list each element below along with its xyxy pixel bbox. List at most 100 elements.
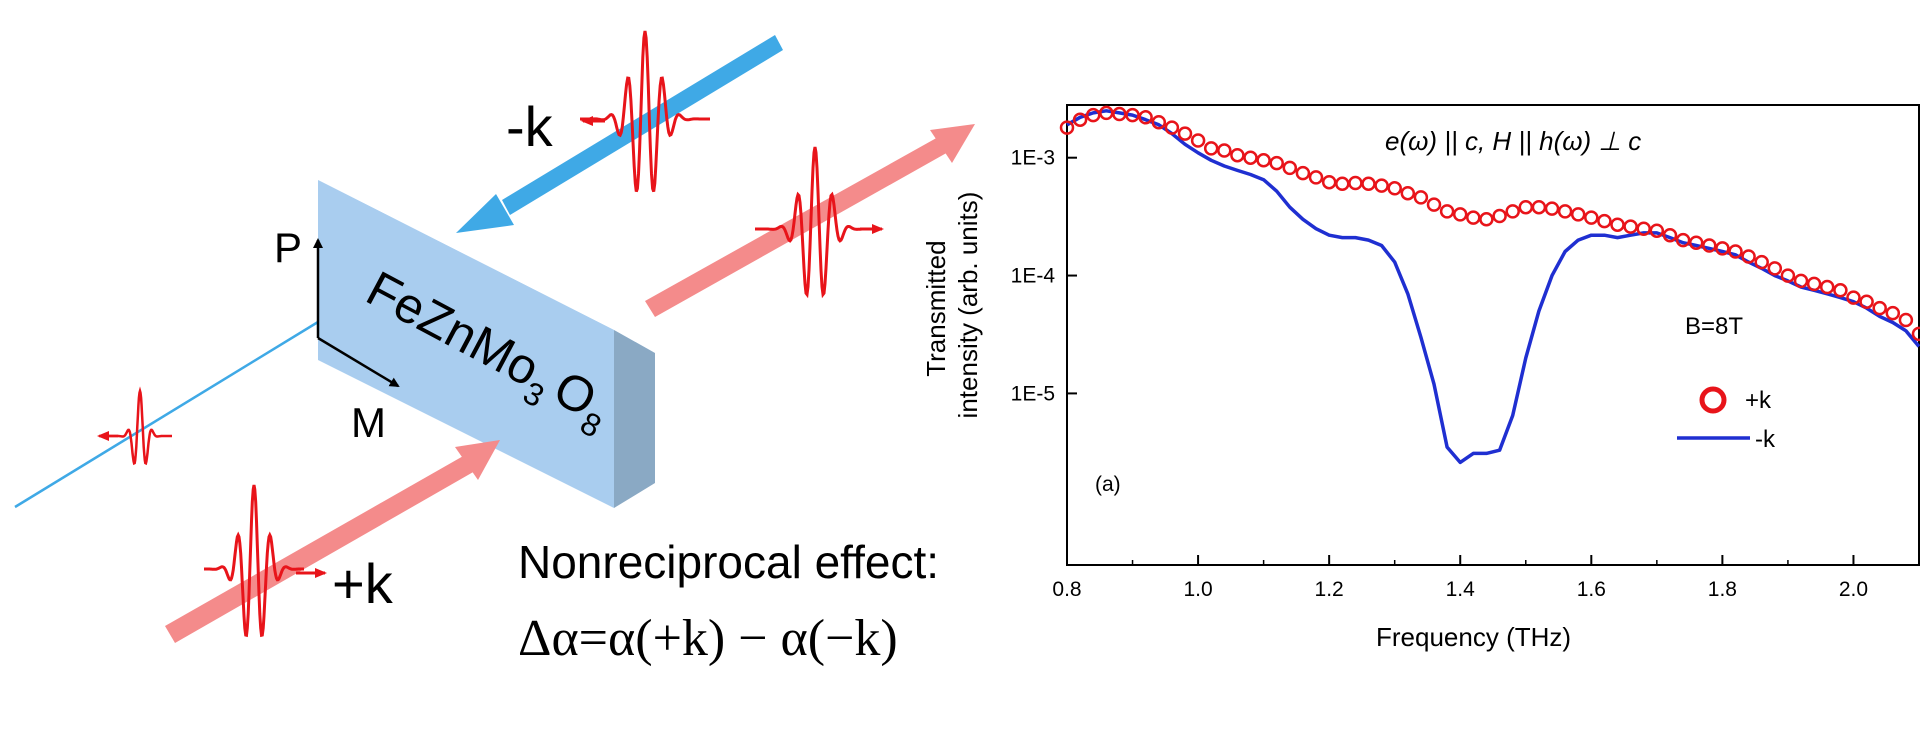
data-point-plus-k bbox=[1531, 199, 1547, 215]
x-tick-label: 0.8 bbox=[1052, 578, 1081, 601]
data-point-plus-k bbox=[1177, 126, 1193, 141]
data-point-plus-k bbox=[1269, 155, 1284, 171]
wave-packet-plus-k-out bbox=[755, 146, 875, 299]
data-point-plus-k bbox=[1400, 185, 1416, 201]
x-tick-label: 1.0 bbox=[1183, 578, 1212, 601]
series-layer bbox=[1059, 105, 1920, 465]
data-point-plus-k bbox=[1715, 241, 1730, 256]
data-point-plus-k bbox=[1295, 165, 1311, 181]
chart-annotation: e(ω) || c, H || h(ω) ⊥ c bbox=[1385, 126, 1641, 156]
data-point-plus-k bbox=[1872, 300, 1887, 316]
data-point-plus-k bbox=[1754, 254, 1769, 270]
data-point-plus-k bbox=[1112, 106, 1127, 122]
data-point-plus-k bbox=[1780, 268, 1796, 283]
m-label: M bbox=[351, 399, 386, 446]
data-point-plus-k bbox=[1518, 199, 1534, 215]
crystal-block bbox=[318, 180, 655, 508]
data-point-plus-k bbox=[1426, 197, 1442, 212]
data-point-plus-k bbox=[1321, 174, 1337, 190]
data-point-plus-k bbox=[1243, 150, 1258, 165]
x-tick-label: 2.0 bbox=[1839, 578, 1868, 601]
m-axis-arrow bbox=[317, 336, 400, 388]
p-label: P bbox=[274, 224, 302, 271]
data-point-plus-k bbox=[1898, 312, 1914, 328]
nonreciprocal-illustration: -k +k P M FeZnMo3O8 Nonreciprocal effect… bbox=[14, 30, 975, 667]
x-tick-label: 1.2 bbox=[1315, 578, 1344, 601]
plus-k-outgoing-beam bbox=[645, 124, 975, 317]
data-point-plus-k bbox=[1846, 290, 1861, 305]
data-point-plus-k bbox=[1466, 210, 1481, 225]
data-point-plus-k bbox=[1492, 208, 1507, 224]
data-point-plus-k bbox=[1439, 204, 1455, 219]
minus-k-label: -k bbox=[506, 95, 554, 158]
wave-packet-plus-k-in bbox=[204, 484, 304, 638]
data-point-plus-k bbox=[1741, 249, 1756, 264]
data-point-plus-k bbox=[1151, 114, 1167, 130]
series-line-minus-k bbox=[1066, 109, 1920, 465]
data-point-plus-k bbox=[1308, 170, 1324, 185]
data-point-plus-k bbox=[1597, 213, 1612, 229]
data-point-plus-k bbox=[1610, 217, 1625, 232]
data-point-plus-k bbox=[1859, 294, 1874, 309]
data-point-plus-k bbox=[1702, 238, 1717, 253]
x-axis-title: Frequency (THz) bbox=[1376, 622, 1571, 652]
x-axis-ticks: 0.8 1.0 1.2 1.4 1.6 1.8 2.0 bbox=[1052, 555, 1868, 601]
data-point-plus-k bbox=[1059, 120, 1075, 135]
caption-title: Nonreciprocal effect: bbox=[518, 536, 939, 588]
data-point-plus-k bbox=[1479, 212, 1494, 227]
data-point-plus-k bbox=[1570, 207, 1586, 222]
data-point-plus-k bbox=[1164, 120, 1180, 135]
legend: +k -k bbox=[1677, 386, 1776, 453]
data-point-plus-k bbox=[1230, 147, 1245, 163]
field-label: B=8T bbox=[1685, 313, 1743, 340]
data-point-plus-k bbox=[1138, 110, 1153, 125]
data-point-plus-k bbox=[1505, 204, 1520, 219]
data-point-plus-k bbox=[1125, 107, 1140, 123]
plot-frame bbox=[1066, 104, 1920, 566]
legend-marker-plus-k bbox=[1699, 386, 1727, 414]
data-point-plus-k bbox=[1452, 207, 1468, 222]
data-point-plus-k bbox=[1072, 112, 1088, 127]
data-point-plus-k bbox=[1833, 283, 1848, 298]
data-point-plus-k bbox=[1256, 153, 1271, 168]
data-point-plus-k bbox=[1374, 178, 1389, 193]
data-point-plus-k bbox=[1649, 223, 1665, 238]
data-point-plus-k bbox=[1413, 190, 1429, 205]
data-point-plus-k bbox=[1819, 279, 1835, 295]
data-point-plus-k bbox=[1885, 305, 1901, 321]
minus-k-beam bbox=[456, 35, 783, 233]
data-point-plus-k bbox=[1387, 181, 1402, 196]
data-point-plus-k bbox=[1793, 273, 1809, 289]
x-tick-label: 1.4 bbox=[1446, 578, 1476, 601]
data-point-plus-k bbox=[1203, 141, 1219, 156]
transmitted-line bbox=[14, 320, 319, 509]
data-point-plus-k bbox=[1348, 175, 1363, 191]
data-point-plus-k bbox=[1688, 235, 1704, 250]
data-point-plus-k bbox=[1335, 176, 1350, 192]
caption-formula: Δα=α(+k) − α(−k) bbox=[518, 610, 898, 667]
data-point-plus-k bbox=[1662, 227, 1678, 243]
data-point-plus-k bbox=[1557, 204, 1573, 219]
x-tick-label: 1.8 bbox=[1708, 578, 1737, 601]
data-point-plus-k bbox=[1623, 219, 1638, 234]
plus-k-label: +k bbox=[332, 552, 394, 615]
data-point-plus-k bbox=[1911, 326, 1920, 342]
data-point-plus-k bbox=[1767, 261, 1783, 276]
data-point-plus-k bbox=[1728, 244, 1743, 259]
panel-label: (a) bbox=[1095, 473, 1121, 496]
data-point-plus-k bbox=[1190, 133, 1206, 148]
x-tick-label: 1.6 bbox=[1577, 578, 1606, 601]
wave-packet-reflected bbox=[108, 386, 172, 466]
legend-label-minus-k: -k bbox=[1755, 426, 1776, 453]
data-point-plus-k bbox=[1282, 160, 1298, 176]
data-point-plus-k bbox=[1361, 176, 1376, 192]
data-point-plus-k bbox=[1217, 143, 1232, 158]
data-point-plus-k bbox=[1675, 232, 1691, 248]
data-point-plus-k bbox=[1544, 201, 1560, 216]
data-point-plus-k bbox=[1636, 221, 1651, 236]
legend-label-plus-k: +k bbox=[1745, 387, 1772, 414]
data-point-plus-k bbox=[1806, 276, 1822, 292]
wave-packet-minus-k bbox=[580, 30, 710, 193]
data-point-plus-k bbox=[1584, 210, 1599, 225]
data-point-plus-k bbox=[1099, 105, 1114, 121]
